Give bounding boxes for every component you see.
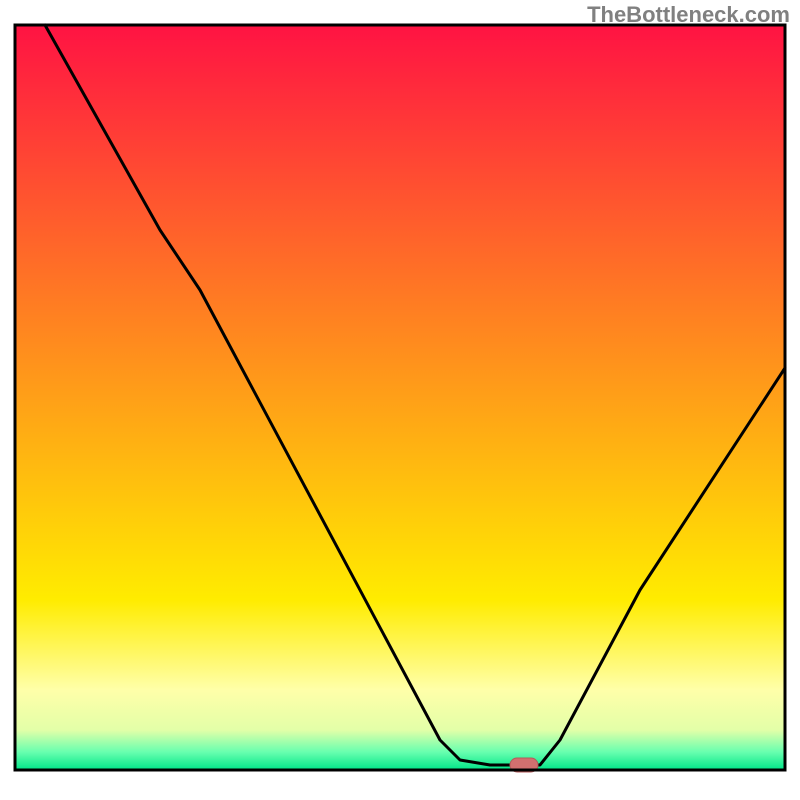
watermark-text: TheBottleneck.com	[587, 2, 790, 28]
gradient-background	[15, 25, 785, 770]
bottleneck-chart	[0, 0, 800, 800]
chart-container: TheBottleneck.com	[0, 0, 800, 800]
